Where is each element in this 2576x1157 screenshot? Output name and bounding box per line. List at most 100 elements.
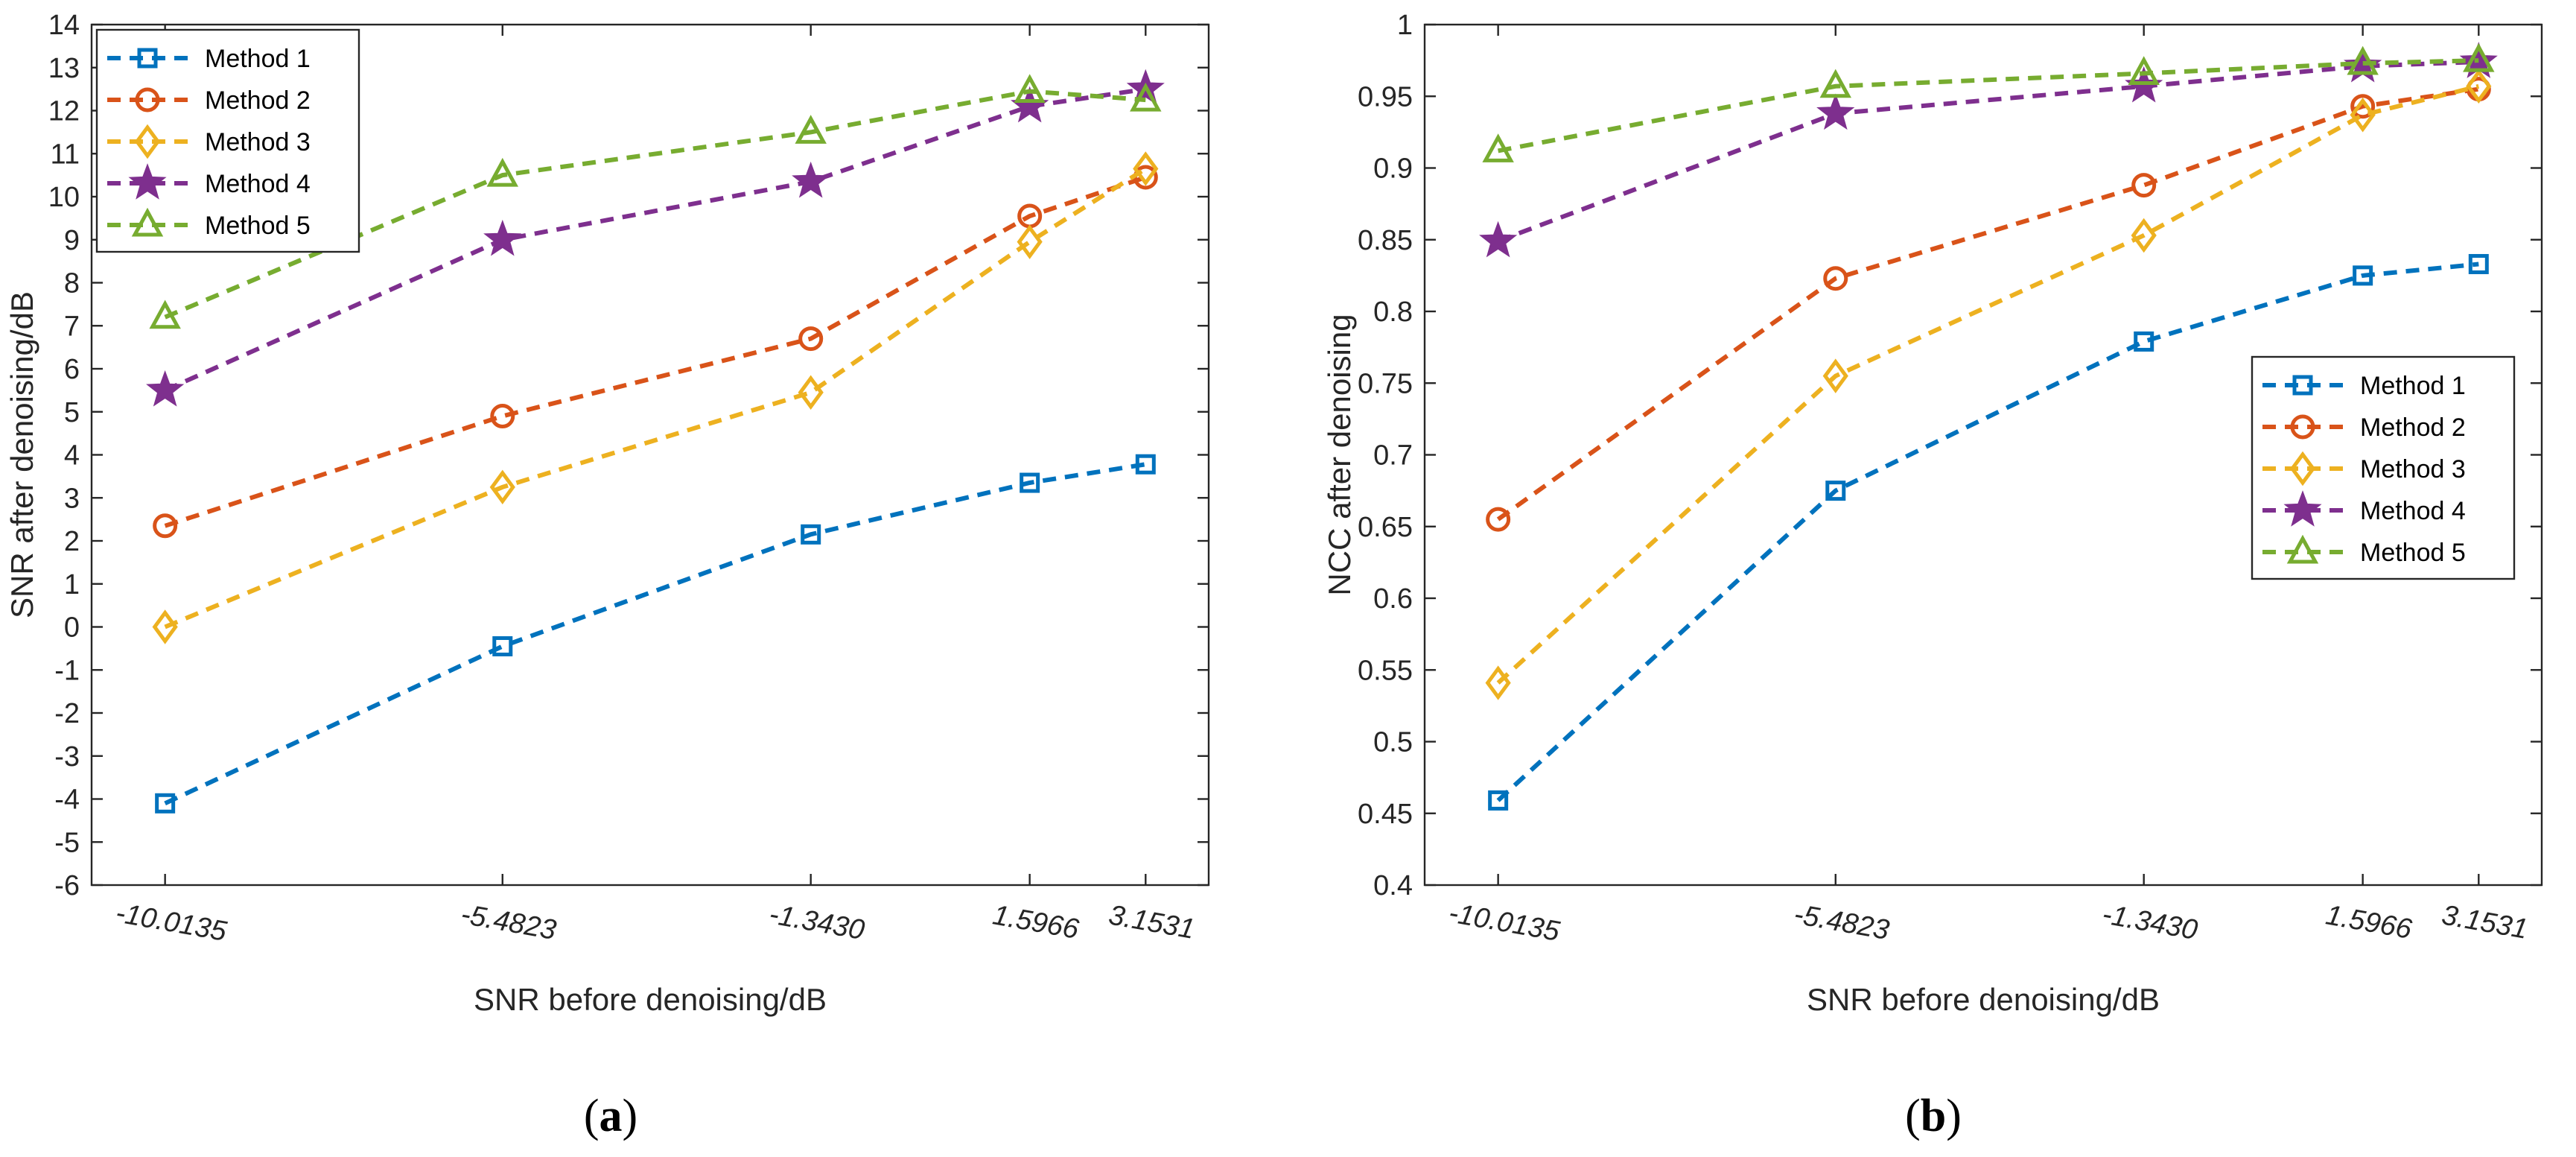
- legend-marker-a-method-2: [135, 87, 160, 112]
- panel-caption-a: (a): [584, 1091, 637, 1141]
- legend-label-b-method-2: Method 2: [2360, 413, 2466, 442]
- data-point-a-method-3: [152, 609, 178, 644]
- series-line-b-method-3: [1496, 83, 2480, 685]
- legend-label-a-method-1: Method 1: [205, 45, 311, 73]
- data-point-b-method-1: [1488, 790, 1509, 811]
- data-point-b-method-2: [2350, 94, 2376, 119]
- data-point-b-method-1: [1825, 481, 1846, 501]
- legend-label-b-method-1: Method 1: [2360, 372, 2466, 400]
- legend-marker-b-method-5: [2286, 534, 2319, 564]
- y-tick-label-a: 9: [64, 225, 80, 256]
- legend-marker-a-method-3: [134, 124, 161, 159]
- y-tick-label-b: 0.85: [1358, 225, 1413, 256]
- y-tick-label-b: 0.9: [1373, 153, 1413, 185]
- data-point-a-method-5: [149, 299, 181, 329]
- legend-marker-a-method-5: [131, 207, 164, 237]
- y-tick-label-a: 10: [48, 182, 80, 213]
- y-tick-label-b: 0.45: [1358, 799, 1413, 830]
- y-tick-label-b: 0.8: [1373, 297, 1413, 328]
- legend-b: Method 1 Method 2 Method 3 Method 4 Method 5: [2251, 355, 2516, 580]
- data-point-a-method-1: [492, 635, 513, 656]
- x-tick-label-a: 1.5966: [990, 899, 1082, 945]
- series-group-a: [146, 69, 1165, 814]
- data-point-b-method-5: [2463, 42, 2495, 72]
- legend-label-a-method-2: Method 2: [205, 86, 311, 115]
- data-point-a-method-3: [1133, 151, 1159, 186]
- legend-marker-b-method-3: [2289, 451, 2316, 486]
- data-point-b-method-5: [1819, 69, 1851, 98]
- y-axis-label-b: NCC after denoising: [1322, 314, 1357, 595]
- data-point-a-method-3: [798, 375, 824, 410]
- y-tick-label-a: -6: [54, 870, 80, 901]
- y-tick-label-b: 0.75: [1358, 368, 1413, 399]
- legend-marker-b-method-1: [2292, 375, 2313, 396]
- data-point-a-method-1: [1020, 472, 1040, 493]
- series-line-b-method-2: [1496, 86, 2479, 522]
- data-point-a-method-1: [1135, 454, 1156, 475]
- data-point-b-method-2: [2131, 173, 2157, 198]
- y-tick-label-a: 1: [64, 569, 80, 600]
- data-point-a-method-2: [153, 513, 178, 539]
- x-tick-label-b: 3.1531: [2440, 899, 2531, 945]
- x-tick-label-b: -5.4823: [1792, 898, 1892, 946]
- legend-label-b-method-3: Method 3: [2360, 455, 2466, 484]
- y-tick-label-a: -5: [54, 827, 80, 858]
- data-point-a-method-4: [792, 161, 830, 198]
- y-tick-label-a: -2: [54, 698, 80, 729]
- legend-label-a-method-5: Method 5: [205, 212, 311, 240]
- x-tick-label-a: -10.0135: [113, 897, 229, 948]
- x-tick-label-a: 3.1531: [1107, 899, 1198, 945]
- x-tick-label-b: -10.0135: [1446, 897, 1562, 948]
- x-tick-label-a: -5.4823: [459, 898, 559, 946]
- y-tick-label-a: -1: [54, 655, 80, 686]
- panel-letter-a: a: [600, 1091, 623, 1141]
- data-point-a-method-2: [490, 404, 515, 429]
- y-tick-label-a: 5: [64, 397, 80, 428]
- legend-label-a-method-3: Method 3: [205, 128, 311, 156]
- series-line-b-method-4: [1497, 60, 2479, 244]
- data-point-b-method-3: [1485, 665, 1511, 700]
- data-point-a-method-5: [486, 157, 518, 187]
- data-point-a-method-5: [1014, 74, 1046, 104]
- x-axis-label-a: SNR before denoising/dB: [474, 982, 827, 1017]
- series-line-a-method-1: [164, 462, 1146, 806]
- data-point-b-method-1: [2353, 265, 2373, 286]
- data-point-a-method-5: [1130, 82, 1162, 112]
- data-point-b-method-5: [1482, 133, 1514, 162]
- y-tick-label-b: 1: [1397, 10, 1413, 41]
- panel-caption-b: (b): [1905, 1091, 1962, 1141]
- y-tick-label-a: 0: [64, 612, 80, 644]
- y-tick-label-a: 4: [64, 440, 80, 472]
- y-tick-label-a: 14: [48, 10, 80, 41]
- series-line-b-method-5: [1498, 58, 2479, 153]
- y-tick-label-a: 11: [51, 139, 80, 170]
- data-point-b-method-3: [1822, 358, 1848, 393]
- y-tick-label-a: -4: [54, 784, 80, 816]
- data-point-b-method-1: [2468, 253, 2489, 274]
- data-point-a-method-3: [489, 469, 515, 505]
- data-point-b-method-4: [1816, 93, 1855, 130]
- y-tick-label-b: 0.6: [1373, 583, 1413, 615]
- y-tick-label-a: 6: [64, 354, 80, 385]
- x-axis-label-b: SNR before denoising/dB: [1807, 982, 2160, 1017]
- y-tick-label-b: 0.7: [1373, 440, 1413, 472]
- chart-b: 0.4 0.45 0.5 0.55 0.6 0.65 0.7 0.75 0.8 0.85 0.9 0.…: [1322, 10, 2543, 1141]
- y-tick-label-a: 7: [64, 311, 80, 342]
- data-point-b-method-5: [2128, 56, 2160, 85]
- data-point-a-method-2: [798, 326, 824, 352]
- x-tick-label-b: 1.5966: [2324, 899, 2415, 945]
- series-group-b: [1479, 42, 2498, 811]
- legend-marker-b-method-4: [2283, 490, 2322, 527]
- y-tick-label-a: 13: [48, 53, 80, 84]
- data-point-b-method-5: [2347, 45, 2379, 75]
- legend-label-b-method-5: Method 5: [2360, 539, 2466, 567]
- y-axis-label-a: SNR after denoising/dB: [4, 291, 39, 618]
- data-point-b-method-3: [2350, 98, 2376, 133]
- legend-label-b-method-4: Method 4: [2360, 497, 2466, 525]
- y-tick-label-a: -3: [54, 741, 80, 773]
- y-tick-label-a: 3: [64, 483, 80, 514]
- legend-marker-a-method-1: [137, 48, 158, 69]
- series-line-a-method-2: [164, 175, 1147, 528]
- data-point-a-method-4: [146, 370, 185, 407]
